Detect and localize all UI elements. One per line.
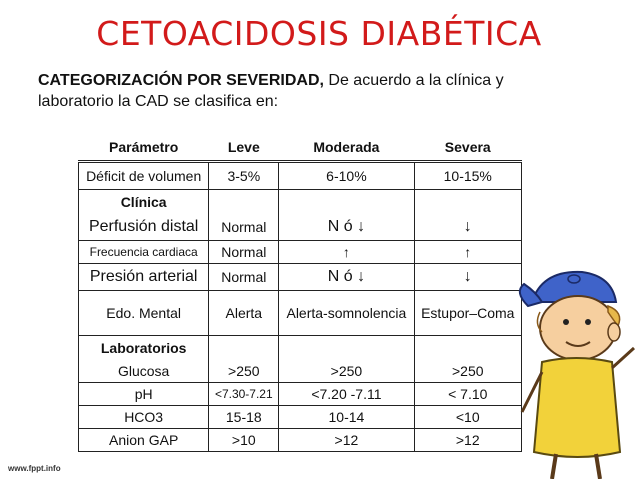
- table-header-row: Parámetro Leve Moderada Severa: [78, 134, 522, 163]
- header-leve: Leve: [208, 134, 279, 163]
- cell: <7.20 -7.11: [278, 382, 415, 406]
- cell: pH: [77, 382, 210, 406]
- table-row: Glucosa >250 >250 >250: [77, 360, 523, 383]
- cell: Glucosa: [77, 360, 210, 383]
- cell: [278, 335, 415, 360]
- table-row: Edo. Mental Alerta Alerta-somnolencia Es…: [77, 290, 523, 336]
- cell: Perfusión distal: [77, 214, 210, 241]
- cell: Presión arterial: [77, 263, 210, 291]
- cell: Déficit de volumen: [77, 161, 210, 190]
- cell: Alerta-somnolencia: [278, 290, 415, 336]
- table-row: pH <7.30-7.21 <7.20 -7.11 < 7.10: [77, 382, 523, 406]
- group-row-laboratorios: Laboratorios: [77, 335, 523, 360]
- group-label-clinica: Clínica: [77, 189, 210, 214]
- cell: ↓: [413, 263, 523, 291]
- table-row: Frecuencia cardiaca Normal ↑ ↑: [77, 240, 523, 264]
- subtitle-bold: CATEGORIZACIÓN POR SEVERIDAD,: [38, 72, 324, 89]
- header-moderada: Moderada: [278, 134, 415, 163]
- cell: [208, 335, 280, 360]
- cell: ↑: [278, 240, 415, 264]
- cell: >250: [208, 360, 280, 383]
- header-parametro: Parámetro: [78, 134, 209, 163]
- cell: 10-14: [278, 405, 415, 429]
- table-row: Perfusión distal Normal N ó ↓ ↓: [77, 214, 523, 241]
- cell: Normal: [208, 240, 280, 264]
- subtitle: CATEGORIZACIÓN POR SEVERIDAD, De acuerdo…: [38, 70, 578, 112]
- severity-table: Parámetro Leve Moderada Severa Déficit d…: [77, 134, 523, 452]
- cartoon-child-illustration: [518, 270, 636, 479]
- cell: [413, 335, 523, 360]
- cell: <7.30-7.21: [208, 382, 280, 406]
- cell: ↓: [413, 214, 523, 241]
- cell: N ó ↓: [278, 214, 415, 241]
- page-title: CETOACIDOSIS DIABÉTICA: [96, 14, 542, 53]
- table-row: Déficit de volumen 3-5% 6-10% 10-15%: [77, 161, 523, 190]
- cell: [413, 189, 523, 214]
- footer-url: www.fppt.info: [8, 464, 61, 473]
- cell: N ó ↓: [278, 263, 415, 291]
- cell: 10-15%: [413, 161, 523, 190]
- cell: 6-10%: [278, 161, 415, 190]
- cell: <10: [413, 405, 523, 429]
- cell: 15-18: [208, 405, 280, 429]
- cell: [208, 189, 280, 214]
- cell: Frecuencia cardiaca: [77, 240, 210, 264]
- cell: >10: [208, 428, 280, 452]
- cell: >250: [413, 360, 523, 383]
- table-row: Presión arterial Normal N ó ↓ ↓: [77, 263, 523, 291]
- cell: Estupor–Coma: [413, 290, 523, 336]
- cell: Anion GAP: [77, 428, 210, 452]
- cell: Normal: [208, 214, 280, 241]
- table-row: HCO3 15-18 10-14 <10: [77, 405, 523, 429]
- group-label-laboratorios: Laboratorios: [77, 335, 210, 360]
- table-row: Anion GAP >10 >12 >12: [77, 428, 523, 452]
- cell: >12: [278, 428, 415, 452]
- group-row-clinica: Clínica: [77, 189, 523, 214]
- cell: HCO3: [77, 405, 210, 429]
- cell: [278, 189, 415, 214]
- cell: Normal: [208, 263, 280, 291]
- cell: < 7.10: [413, 382, 523, 406]
- header-severa: Severa: [414, 134, 522, 163]
- cell: >250: [278, 360, 415, 383]
- cell: ↑: [413, 240, 523, 264]
- cell: Edo. Mental: [77, 290, 210, 336]
- subtitle-text: De acuerdo a la clínica y laboratorio la…: [38, 72, 504, 110]
- cell: Alerta: [208, 290, 280, 336]
- cell: 3-5%: [208, 161, 280, 190]
- cell: >12: [413, 428, 523, 452]
